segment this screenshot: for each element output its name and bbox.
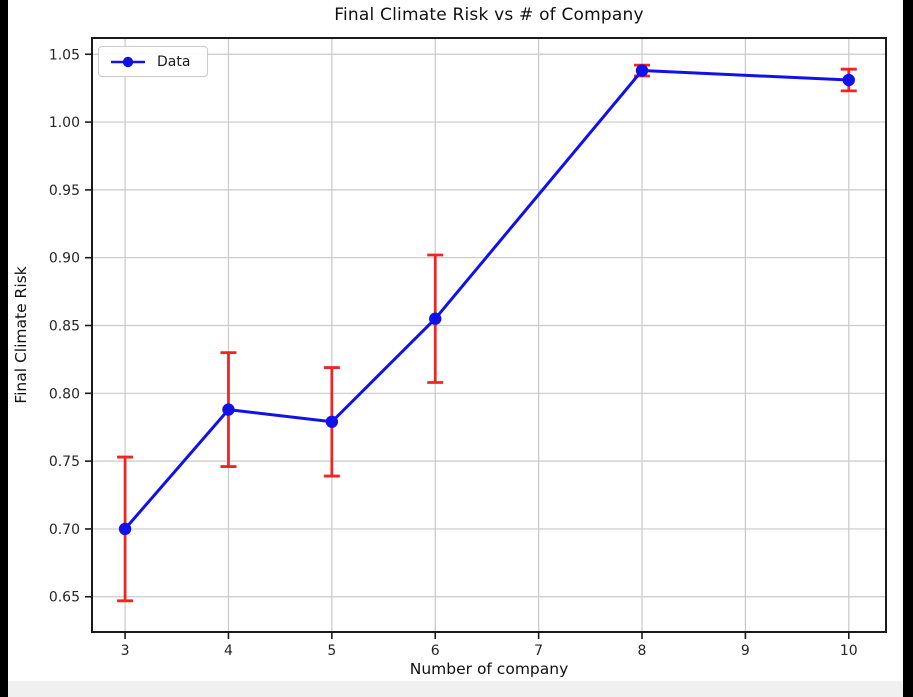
- data-point: [118, 522, 132, 536]
- data-point: [222, 403, 235, 416]
- y-tick-label: 0.70: [49, 522, 80, 538]
- legend: Data: [98, 46, 208, 77]
- data-point: [429, 312, 442, 325]
- y-tick-label: 0.95: [49, 183, 80, 199]
- data-point: [635, 64, 649, 77]
- x-tick-label: 6: [431, 643, 440, 659]
- letterbox-bar-left: [0, 0, 8, 697]
- chart-title: Final Climate Risk vs # of Company: [334, 5, 644, 25]
- x-tick-label: 9: [741, 643, 750, 659]
- y-tick-label: 1.05: [49, 47, 80, 63]
- y-tick-label: 0.75: [49, 454, 80, 470]
- legend-entry-label: Data: [157, 53, 191, 70]
- y-tick-label: 0.80: [49, 386, 80, 402]
- legend-marker-icon: [111, 56, 145, 67]
- data-line: [123, 69, 849, 530]
- plot-border: [91, 37, 887, 633]
- bottom-strip: [8, 681, 903, 697]
- x-tick-label: 5: [327, 643, 336, 659]
- y-tick-label: 0.90: [49, 251, 80, 267]
- x-tick-label: 10: [840, 643, 858, 659]
- data-point: [325, 415, 339, 428]
- x-axis-label: Number of company: [409, 660, 569, 678]
- y-axis-label: Final Climate Risk: [12, 266, 30, 404]
- x-tick-label: 7: [534, 643, 543, 659]
- letterbox-bar-right: [903, 0, 913, 697]
- y-tick-label: 1.00: [49, 115, 80, 131]
- x-tick-label: 8: [638, 643, 647, 659]
- x-tick-label: 4: [224, 643, 233, 659]
- y-tick-label: 0.65: [49, 590, 80, 606]
- x-tick-label: 3: [121, 643, 130, 659]
- data-point: [842, 73, 855, 87]
- y-tick-label: 0.85: [49, 319, 80, 335]
